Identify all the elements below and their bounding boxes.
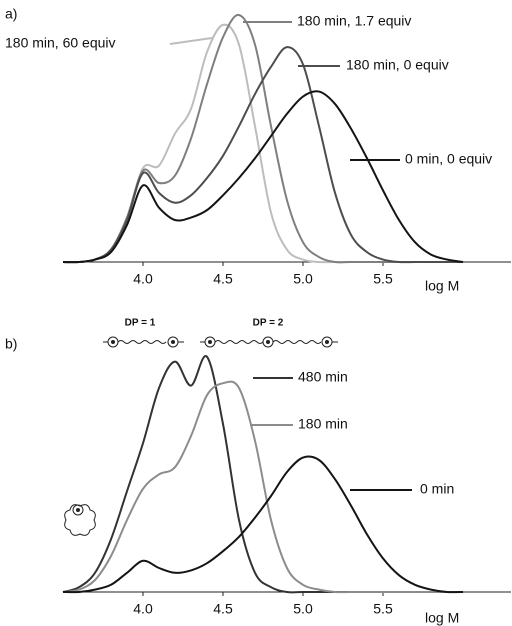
series-label: 480 min: [298, 369, 348, 385]
series-label: 180 min, 60 equiv: [5, 35, 116, 51]
x-axis-label: log M: [425, 610, 459, 626]
annotation: DP = 1: [125, 318, 156, 329]
curve: [62, 46, 463, 264]
x-tick-label: 4.5: [213, 601, 233, 617]
x-tick-label: 5.5: [373, 271, 393, 287]
series-label: 0 min, 0 equiv: [405, 151, 492, 167]
coil-glyph: [64, 504, 96, 536]
dp1-glyph: [103, 336, 184, 348]
leader-line: [169, 37, 213, 45]
series-label: 180 min, 1.7 equiv: [297, 13, 411, 29]
x-tick-label: 4.0: [133, 271, 153, 287]
x-tick-label: 4.0: [133, 601, 153, 617]
dp2-glyph: [200, 336, 338, 348]
curve: [62, 455, 464, 594]
series-label: 0 min: [420, 481, 454, 497]
series-label: 180 min: [298, 416, 348, 432]
curve: [62, 380, 463, 594]
curve: [62, 90, 464, 264]
curve: [62, 355, 463, 594]
x-axis-label: log M: [425, 278, 459, 294]
panel-label: b): [5, 336, 17, 352]
panel-label: a): [5, 6, 17, 22]
annotation: DP = 2: [253, 318, 284, 329]
x-tick-label: 5.0: [293, 601, 313, 617]
x-tick-label: 5.5: [373, 601, 393, 617]
x-tick-label: 5.0: [293, 271, 313, 287]
x-tick-label: 4.5: [213, 271, 233, 287]
series-label: 180 min, 0 equiv: [346, 57, 449, 73]
